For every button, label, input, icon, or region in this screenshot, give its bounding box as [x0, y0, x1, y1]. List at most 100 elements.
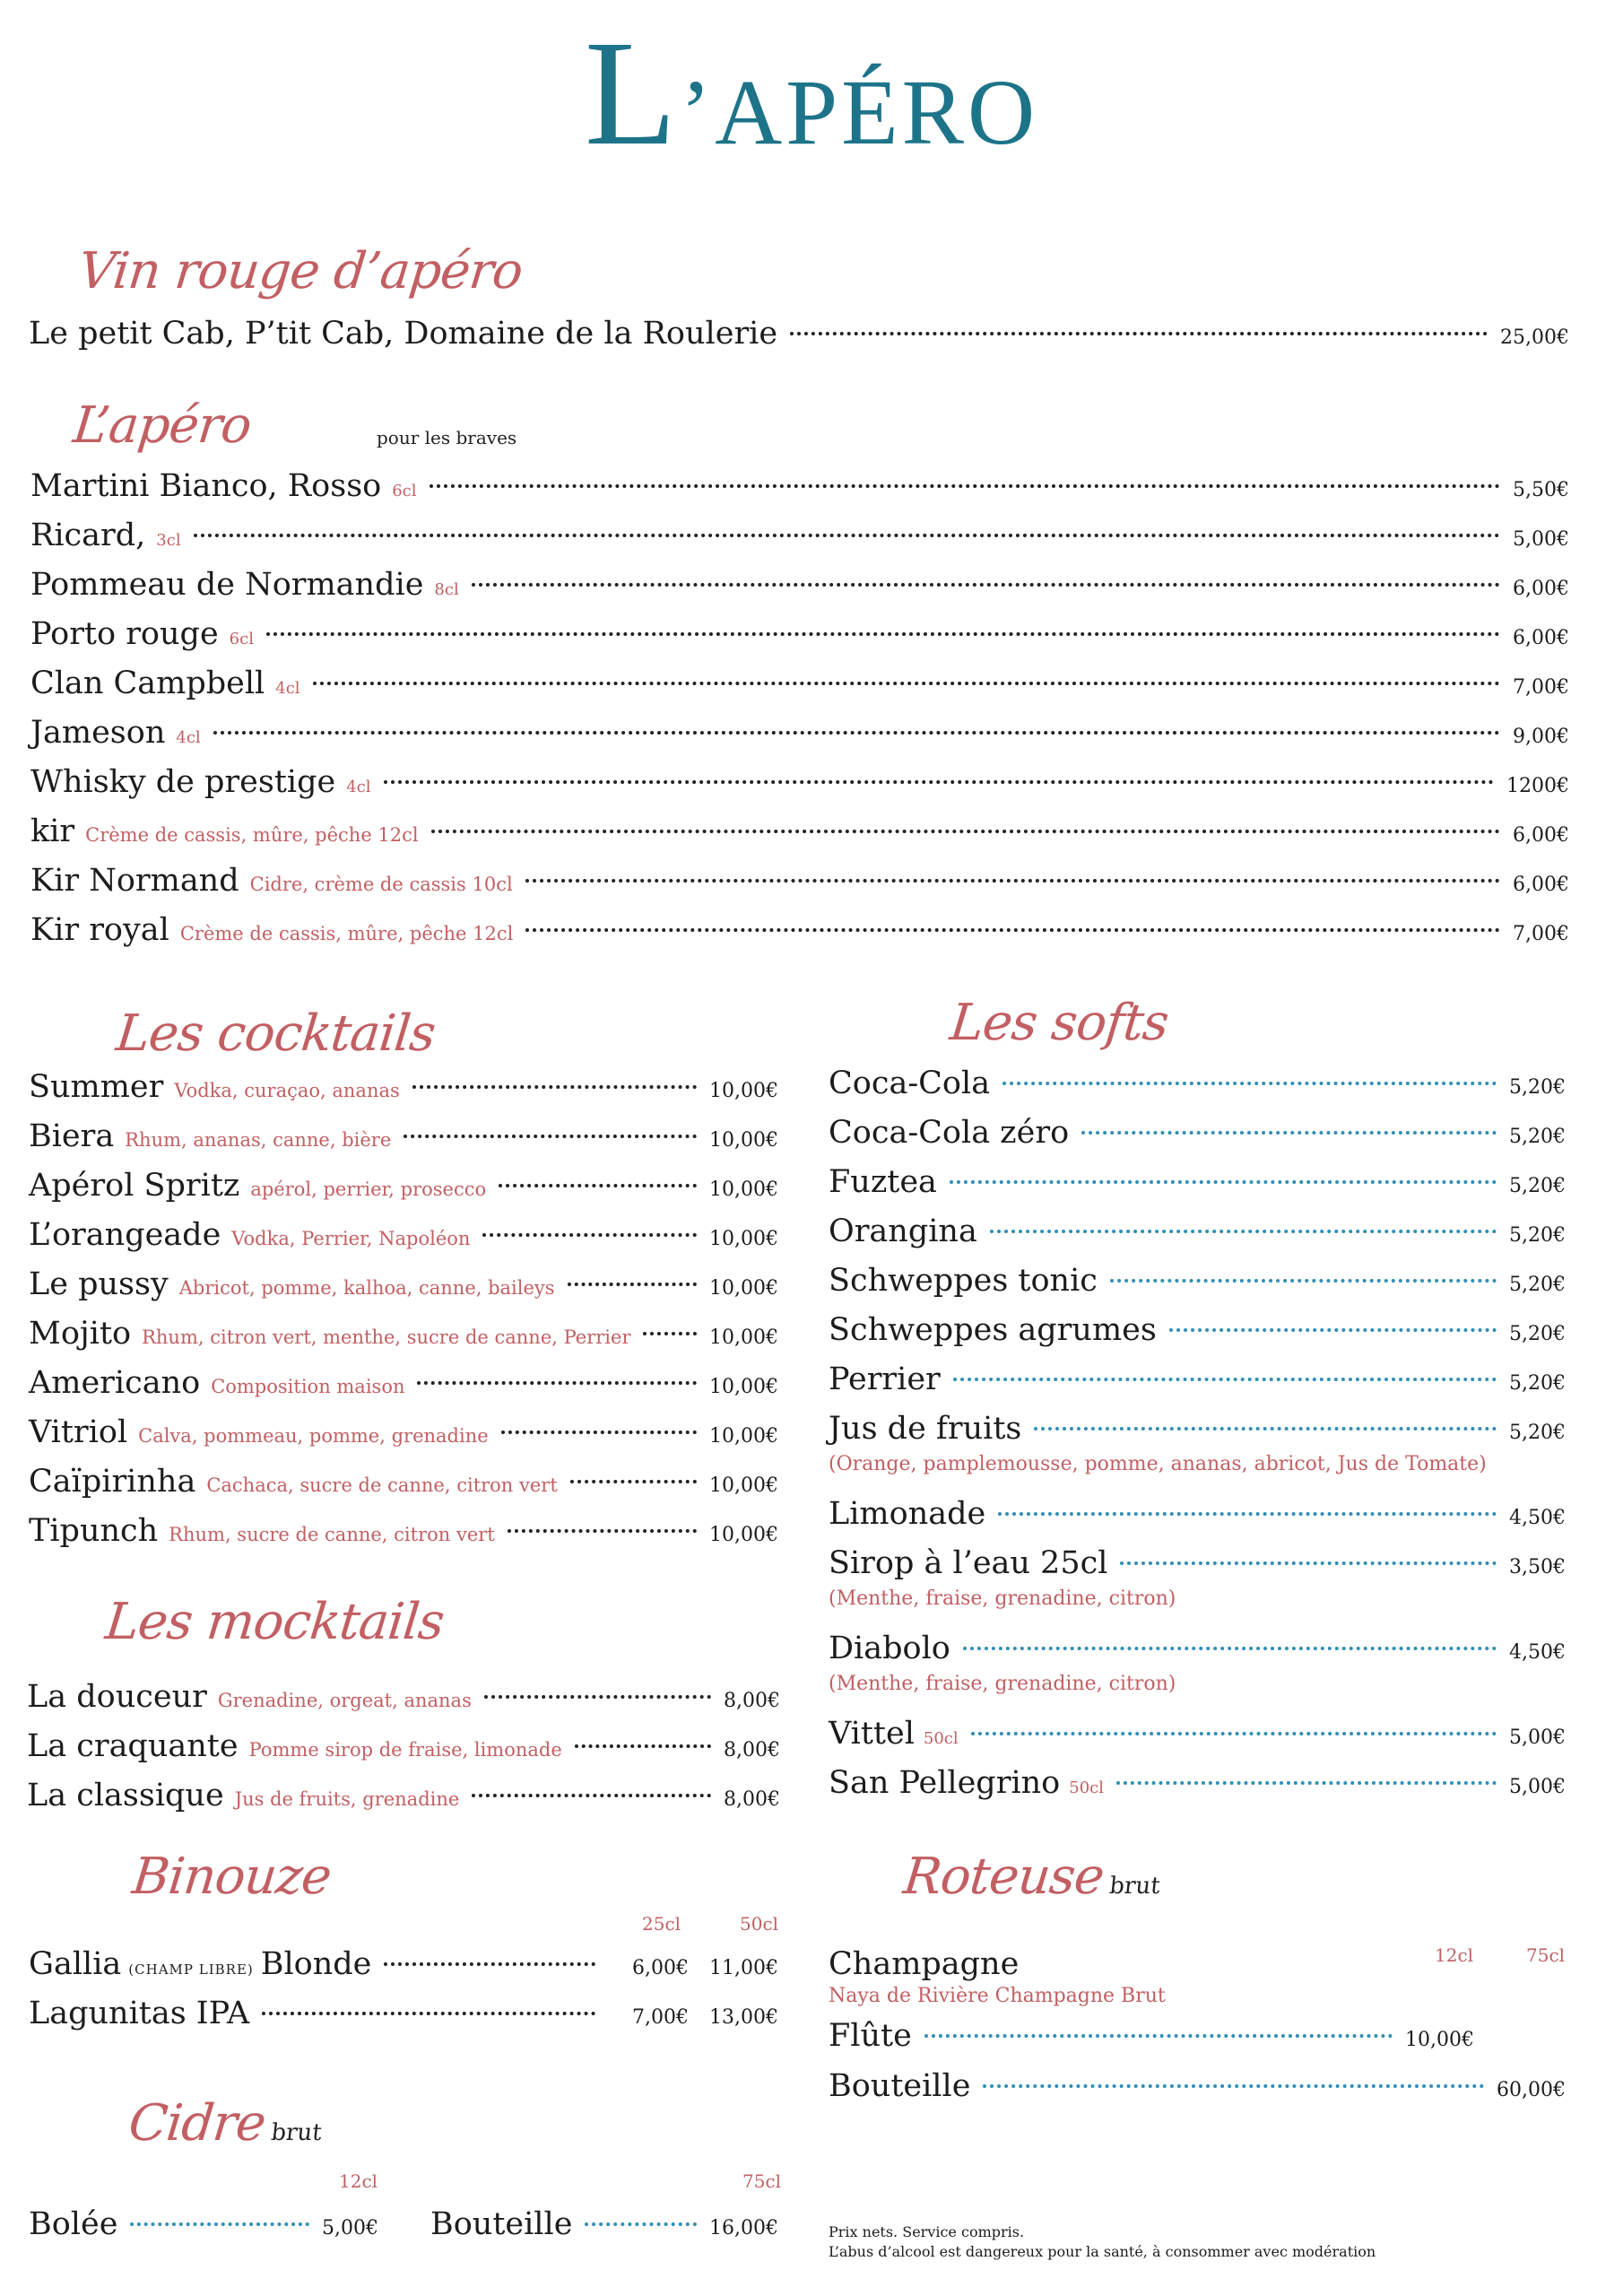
item-price-25cl: 6,00€	[632, 1957, 689, 1979]
footer-line-2: L’abus d’alcool est dangereux pour la sa…	[829, 2243, 1376, 2260]
item-price: 7,00€	[1513, 923, 1569, 945]
item-size: 50cl	[1069, 1779, 1104, 1797]
item-desc: 4cl	[275, 679, 300, 698]
dot-leader	[1168, 1328, 1497, 1332]
menu-row: La douceur Grenadine, orgeat, ananas 8,00€	[27, 1679, 780, 1715]
item-name: L’orangeade	[29, 1217, 221, 1253]
item-name: Coca-Cola	[829, 1065, 991, 1101]
item-price: 6,00€	[1513, 824, 1569, 847]
item-price: 5,00€	[1509, 1776, 1566, 1798]
dot-leader	[312, 682, 1501, 685]
logo: L’APÉRO	[0, 18, 1623, 169]
menu-row: Kir royal Crème de cassis, mûre, pêche 12…	[30, 912, 1569, 948]
item-price: 10,00€	[709, 1474, 778, 1497]
dot-leader	[949, 1180, 1497, 1184]
menu-row: Orangina 5,20€	[829, 1213, 1566, 1249]
logo-initial: L	[584, 10, 681, 177]
item-name: Fuztea	[829, 1164, 937, 1200]
item-name: Le petit Cab, P’tit Cab, Domaine de la R…	[29, 316, 778, 352]
dot-leader	[952, 1378, 1497, 1381]
item-name: Vittel	[829, 1716, 915, 1752]
item-desc: 3cl	[156, 531, 181, 550]
menu-row: Coca-Cola 5,20€	[829, 1065, 1566, 1101]
dot-leader	[525, 928, 1501, 932]
item-price: 25,00€	[1500, 326, 1569, 349]
dot-leader	[525, 879, 1501, 883]
item-name: Flûte	[829, 2018, 912, 2054]
item-name: Martini Bianco, Rosso	[30, 468, 382, 504]
item-price: 5,00€	[322, 2217, 378, 2239]
dot-leader	[585, 2222, 698, 2226]
menu-row: Le petit Cab, P’tit Cab, Domaine de la R…	[29, 316, 1569, 352]
item-size: 50cl	[923, 1729, 959, 1748]
menu-row: Sirop à l’eau 25cl 3,50€	[829, 1545, 1566, 1581]
dot-leader	[482, 1233, 698, 1237]
dot-leader	[643, 1332, 698, 1335]
dot-leader	[1081, 1131, 1497, 1135]
logo-text: ’APÉRO	[680, 61, 1039, 164]
dot-leader	[507, 1529, 698, 1533]
menu-row: Vitriol Calva, pommeau, pomme, grenadine 1…	[29, 1414, 778, 1450]
item-desc: Rhum, ananas, canne, bière	[125, 1129, 392, 1151]
dot-leader	[429, 484, 1501, 488]
item-price-25cl: 7,00€	[632, 2006, 689, 2029]
menu-row: Limonade 4,50€	[829, 1496, 1566, 1532]
menu-row: Vittel 50cl 5,00€	[829, 1716, 1566, 1752]
item-price-50cl: 13,00€	[709, 2006, 778, 2029]
dot-leader	[574, 1744, 712, 1748]
item-name: San Pellegrino	[829, 1765, 1061, 1801]
menu-row: Pommeau de Normandie 8cl 6,00€	[30, 567, 1569, 603]
dot-leader	[262, 2012, 595, 2015]
dot-leader	[499, 1184, 698, 1187]
menu-row: Caïpirinha Cachaca, sucre de canne, citro…	[29, 1464, 778, 1500]
item-desc: Rhum, sucre de canne, citron vert	[169, 1524, 495, 1545]
item-price: 10,00€	[709, 1178, 778, 1201]
item-price: 5,00€	[1509, 1726, 1566, 1749]
item-name: Jameson	[30, 715, 166, 751]
item-desc: Jus de fruits, grenadine	[234, 1788, 460, 1810]
item-price: 9,00€	[1513, 726, 1569, 748]
menu-row: Fuztea 5,20€	[829, 1164, 1566, 1200]
dot-leader	[924, 2034, 1393, 2038]
champagne-sub: Naya de Rivière Champagne Brut	[829, 1985, 1166, 2007]
menu-row: La craquante Pomme sirop de fraise, limon…	[27, 1728, 780, 1764]
item-name: kir	[30, 813, 75, 849]
dot-leader	[412, 1085, 698, 1089]
item-price: 10,00€	[709, 1425, 778, 1448]
dot-leader	[430, 830, 1501, 833]
item-price: 6,00€	[1513, 874, 1569, 896]
menu-row: Martini Bianco, Rosso 6cl 5,50€	[30, 468, 1569, 504]
item-name: Diabolo	[829, 1631, 950, 1666]
menu-row: Schweppes agrumes 5,20€	[829, 1312, 1566, 1348]
menu-row: Ricard, 3cl 5,00€	[30, 517, 1569, 553]
dot-leader	[962, 1647, 1497, 1650]
item-name: Bouteille	[430, 2206, 573, 2242]
item-sub: (Menthe, fraise, grenadine, citron)	[829, 1673, 1176, 1695]
item-price: 10,00€	[1405, 2029, 1474, 2051]
item-name: Perrier	[829, 1361, 941, 1397]
item-price: 10,00€	[709, 1277, 778, 1300]
item-name: Le pussy	[29, 1266, 169, 1302]
menu-row: Bolée 5,00€	[29, 2206, 378, 2242]
menu-row: Mojito Rhum, citron vert, menthe, sucre d…	[29, 1316, 778, 1352]
cidre-col-75cl: 75cl	[742, 2170, 782, 2192]
item-price: 5,20€	[1509, 1372, 1566, 1395]
item-name: La douceur	[27, 1679, 207, 1715]
dot-leader	[471, 583, 1501, 587]
dot-leader	[569, 1480, 698, 1483]
dot-leader	[417, 1381, 698, 1385]
dot-leader	[1034, 1427, 1497, 1431]
item-name: Americano	[29, 1365, 201, 1401]
dot-leader	[483, 1695, 712, 1699]
dot-leader	[998, 1512, 1497, 1516]
item-price: 4,50€	[1509, 1507, 1566, 1529]
item-name: Kir royal	[30, 912, 169, 948]
item-name: La classique	[27, 1778, 224, 1813]
item-name: Mojito	[29, 1316, 132, 1352]
item-price: 10,00€	[709, 1524, 778, 1546]
roteuse-col-75cl: 75cl	[1526, 1944, 1566, 1966]
roteuse-col-12cl: 12cl	[1435, 1944, 1474, 1966]
cidre-col-12cl: 12cl	[339, 2170, 378, 2192]
item-desc: Pomme sirop de fraise, limonade	[248, 1739, 562, 1761]
item-price: 5,50€	[1513, 479, 1569, 501]
